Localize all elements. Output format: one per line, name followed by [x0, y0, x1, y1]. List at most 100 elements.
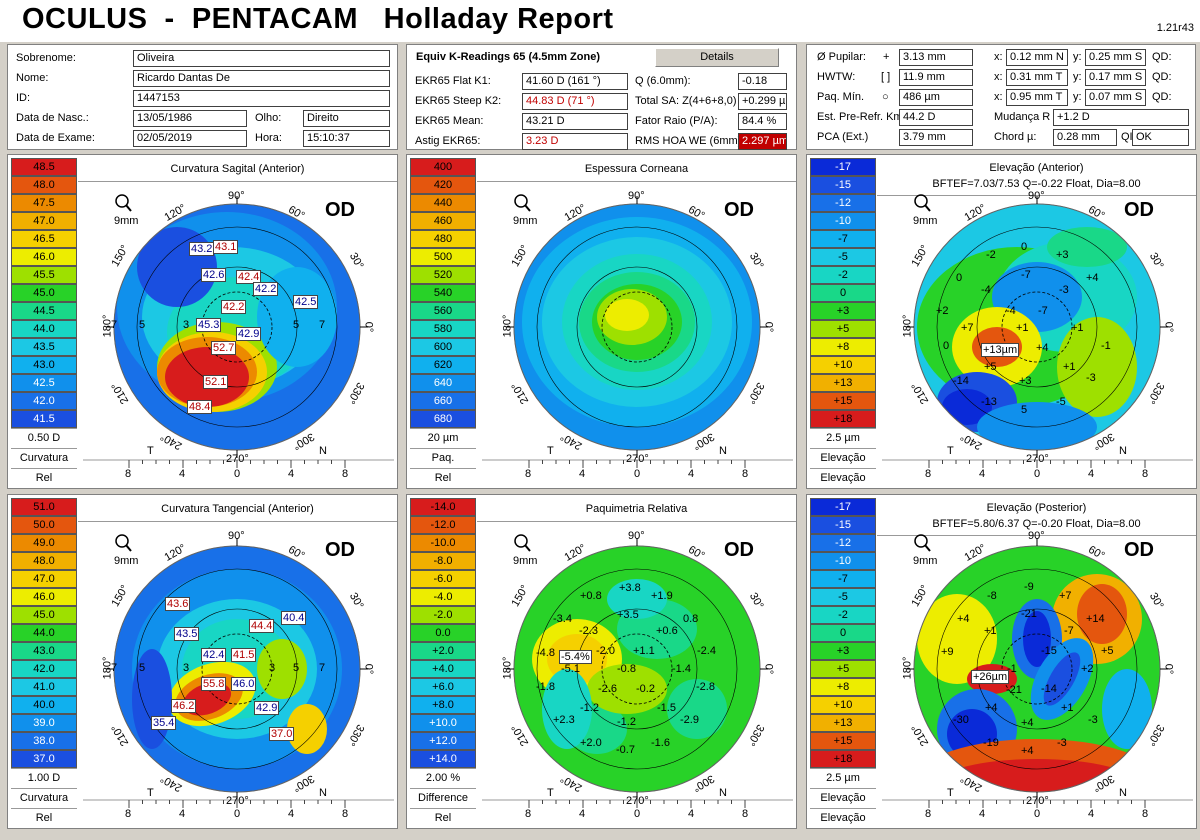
map-value: 5	[1021, 404, 1028, 416]
scale-step: 46.5	[11, 230, 77, 248]
zoom-label: 9mm	[913, 215, 938, 227]
ruler-8-right: 8	[1142, 808, 1149, 820]
scale-footer[interactable]: 2.5 µm	[810, 768, 876, 788]
map-value: 43.5	[174, 627, 200, 641]
scale-step: -5	[810, 588, 876, 606]
pre-refr-label: Est. Pre-Refr. Km	[817, 111, 903, 123]
q-label: Q (6.0mm):	[635, 75, 691, 87]
map-value: +1	[1016, 322, 1029, 334]
map-panel-3[interactable]: -17 -15 -12 -10 -7 -5 -2 0 +3 +5 +8 +10 +13 +15 +18 2.5…	[806, 154, 1197, 489]
chord-field: 0.28 mm	[1053, 129, 1117, 146]
ruler-4-right: 4	[1088, 808, 1095, 820]
magnifier-icon[interactable]	[914, 194, 931, 212]
zoom-label: 9mm	[513, 215, 538, 227]
map-value: +14	[1086, 613, 1105, 625]
scale-footer[interactable]: Elevação	[810, 468, 876, 488]
map-panel-5[interactable]: -14.0 -12.0 -10.0 -8.0 -6.0 -4.0 -2.0 0.0 +2.0 +4…	[406, 494, 797, 829]
pupil-x-label: x:	[994, 51, 1003, 63]
axis-90: 90°	[628, 190, 645, 202]
scale-step: 41.0	[11, 678, 77, 696]
map-value: +4	[1086, 272, 1099, 284]
scale-footer[interactable]: 2.5 µm	[810, 428, 876, 448]
map-value: 43.1	[213, 240, 239, 254]
rms-label: RMS HOA WE (6mm)	[635, 135, 742, 147]
eye-label: OD	[1124, 539, 1154, 561]
temporal-label: T	[947, 787, 954, 799]
scale-footer[interactable]: Rel	[11, 808, 77, 828]
color-scale: 48.5 48.0 47.5 47.0 46.5 46.0 45.5 45.0 44.5 44.0…	[11, 158, 77, 488]
scale-footer[interactable]: 1.00 D	[11, 768, 77, 788]
scale-footer[interactable]: Paq.	[410, 448, 476, 468]
scale-step: -2.0	[410, 606, 476, 624]
map-panel-2[interactable]: 400 420 440 460 480 500 520 540 560 580 600 620 640 6…	[406, 154, 797, 489]
scale-footer[interactable]: Rel	[410, 468, 476, 488]
paq-x-label: x:	[994, 91, 1003, 103]
map-panel-1[interactable]: 48.5 48.0 47.5 47.0 46.5 46.0 45.5 45.0 44.5 44.0…	[7, 154, 398, 489]
details-button[interactable]: Details	[655, 48, 779, 67]
topography-map[interactable]	[407, 155, 797, 489]
sobrenome-field[interactable]: Oliveira	[133, 50, 390, 67]
scale-footer[interactable]: Elevação	[810, 448, 876, 468]
q-field: -0.18	[738, 73, 787, 90]
magnifier-icon[interactable]	[514, 534, 531, 552]
map-panel-4[interactable]: 51.0 50.0 49.0 48.0 47.0 46.0 45.0 44.0 43.0 42.0…	[7, 494, 398, 829]
olho-field[interactable]: Direito	[303, 110, 390, 127]
map-value: +4	[957, 613, 970, 625]
scale-footer[interactable]: Rel	[11, 468, 77, 488]
scale-step: +10	[810, 356, 876, 374]
scale-step: 400	[410, 158, 476, 176]
map-value: +3.8	[619, 582, 641, 594]
scale-footer[interactable]: Elevação	[810, 808, 876, 828]
scale-step: +3	[810, 302, 876, 320]
map-value: -7	[1064, 625, 1074, 637]
ruler-0: 0	[1034, 468, 1041, 480]
zoom-label: 9mm	[114, 215, 139, 227]
hora-field[interactable]: 15:10:37	[303, 130, 390, 147]
scale-step: 44.0	[11, 320, 77, 338]
map-value: 45.3	[196, 318, 222, 332]
ruler-4-right: 4	[288, 468, 295, 480]
magnifier-icon[interactable]	[514, 194, 531, 212]
scale-step: +15	[810, 392, 876, 410]
map-value: +5	[984, 361, 997, 373]
topography-map[interactable]	[807, 155, 1197, 489]
scale-footer[interactable]: Curvatura	[11, 448, 77, 468]
zoom-label: 9mm	[913, 555, 938, 567]
scale-step: +18	[810, 410, 876, 428]
map-value: -3.4	[553, 613, 572, 625]
exame-field[interactable]: 02/05/2019	[133, 130, 247, 147]
ekr-mean-field: 43.21 D	[522, 113, 628, 130]
sa-label: Total SA: Z(4+6+8,0)	[635, 95, 737, 107]
magnifier-icon[interactable]	[115, 534, 132, 552]
scale-step: 0	[810, 284, 876, 302]
nasc-field[interactable]: 13/05/1986	[133, 110, 247, 127]
scale-step: 37.0	[11, 750, 77, 768]
scale-step: +6.0	[410, 678, 476, 696]
sa-field: +0.299 µ	[738, 93, 787, 110]
color-scale: 400 420 440 460 480 500 520 540 560 580 600 620 640 6…	[410, 158, 476, 488]
scale-step: +10	[810, 696, 876, 714]
axis-270: 270°	[226, 453, 249, 465]
scale-footer[interactable]: Curvatura	[11, 788, 77, 808]
magnifier-icon[interactable]	[115, 194, 132, 212]
scale-footer[interactable]: 20 µm	[410, 428, 476, 448]
map-value: +0.8	[580, 590, 602, 602]
scale-step: -10	[810, 212, 876, 230]
scale-step: -15	[810, 516, 876, 534]
magnifier-icon[interactable]	[914, 534, 931, 552]
map-value: -1.8	[536, 681, 555, 693]
map-panel-6[interactable]: -17 -15 -12 -10 -7 -5 -2 0 +3 +5 +8 +10 +13 +15 +18 2.5…	[806, 494, 1197, 829]
scale-footer[interactable]: Difference	[410, 788, 476, 808]
olho-label: Olho:	[255, 112, 282, 124]
scale-step: 51.0	[11, 498, 77, 516]
scale-step: -8.0	[410, 552, 476, 570]
nome-field[interactable]: Ricardo Dantas De	[133, 70, 390, 87]
scale-step: +10.0	[410, 714, 476, 732]
map-value: -3	[1088, 714, 1098, 726]
map-value: +4	[985, 702, 998, 714]
scale-footer[interactable]: Rel	[410, 808, 476, 828]
id-field[interactable]: 1447153	[133, 90, 390, 107]
scale-footer[interactable]: 2.00 %	[410, 768, 476, 788]
scale-footer[interactable]: Elevação	[810, 788, 876, 808]
scale-footer[interactable]: 0.50 D	[11, 428, 77, 448]
